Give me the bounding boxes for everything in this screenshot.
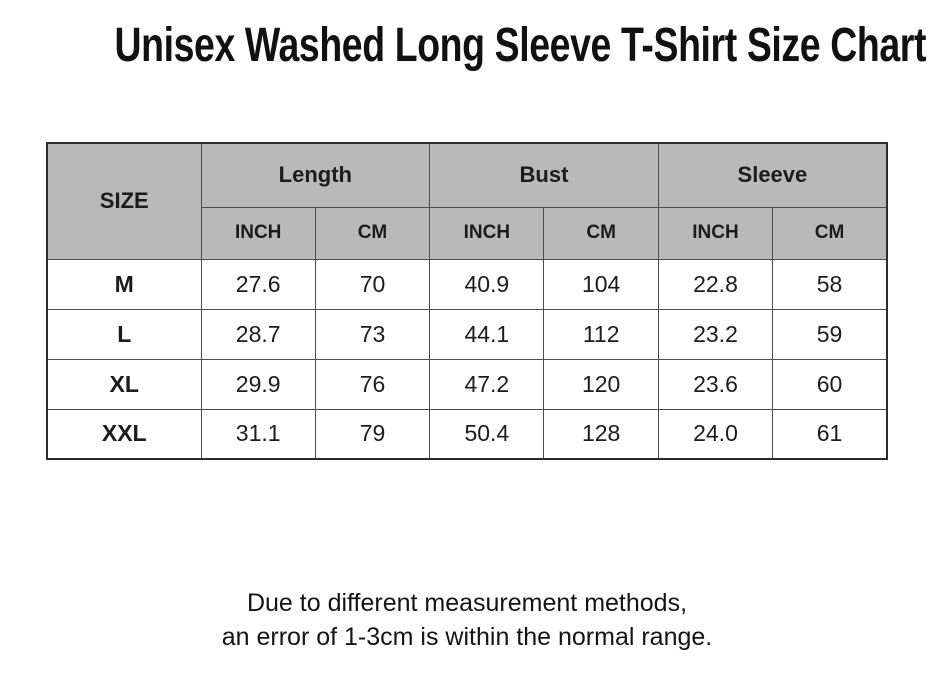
group-header-length: Length <box>200 142 431 208</box>
measurement-cell: 24.0 <box>657 408 774 460</box>
unit-header-sleeve-cm: CM <box>772 206 888 260</box>
measurement-cell: 28.7 <box>200 308 316 360</box>
measurement-cell: 58 <box>772 258 888 310</box>
measurement-cell: 50.4 <box>429 408 545 460</box>
measurement-cell: 23.6 <box>657 358 774 410</box>
measurement-cell: 60 <box>772 358 888 410</box>
measurement-cell: 47.2 <box>429 358 545 410</box>
unit-header-bust-cm: CM <box>543 206 659 260</box>
table-row-m: M 27.6 70 40.9 104 22.8 58 <box>46 258 888 310</box>
table-row-xl: XL 29.9 76 47.2 120 23.6 60 <box>46 358 888 410</box>
footer-note-line2: an error of 1-3cm is within the normal r… <box>221 623 713 651</box>
unit-header-sleeve-inch: INCH <box>657 206 774 260</box>
measurement-cell: 23.2 <box>657 308 774 360</box>
group-header-sleeve: Sleeve <box>657 142 888 208</box>
measurement-cell: 76 <box>314 358 431 410</box>
measurement-cell: 104 <box>543 258 659 310</box>
size-label: L <box>46 308 202 360</box>
measurement-cell: 59 <box>772 308 888 360</box>
measurement-cell: 73 <box>314 308 431 360</box>
unit-header-length-inch: INCH <box>200 206 316 260</box>
page-title-text: Unisex Washed Long Sleeve T-Shirt Size C… <box>114 19 927 72</box>
size-label: XXL <box>46 408 202 460</box>
table-row-xxl: XXL 31.1 79 50.4 128 24.0 61 <box>46 408 888 460</box>
unit-header-row: INCH CM INCH CM INCH CM <box>47 206 888 260</box>
group-header-bust: Bust <box>429 142 659 208</box>
measurement-cell: 40.9 <box>429 258 545 310</box>
footer-note: Due to different measurement methods, an… <box>0 586 934 654</box>
measurement-cell: 44.1 <box>429 308 545 360</box>
measurement-cell: 112 <box>543 308 659 360</box>
unit-header-length-cm: CM <box>314 206 431 260</box>
measurement-cell: 31.1 <box>200 408 316 460</box>
measurement-cell: 61 <box>772 408 888 460</box>
size-chart-table: SIZE Length Bust Sleeve INCH CM INCH CM … <box>46 142 888 460</box>
size-column-header: SIZE <box>46 142 202 260</box>
unit-header-bust-inch: INCH <box>429 206 545 260</box>
measurement-cell: 27.6 <box>200 258 316 310</box>
measurement-cell: 22.8 <box>657 258 774 310</box>
size-label: XL <box>46 358 202 410</box>
measurement-cell: 120 <box>543 358 659 410</box>
size-label: M <box>46 258 202 310</box>
measurement-cell: 128 <box>543 408 659 460</box>
table-row-l: L 28.7 73 44.1 112 23.2 59 <box>46 308 888 360</box>
page-title: Unisex Washed Long Sleeve T-Shirt Size C… <box>0 18 934 74</box>
measurement-cell: 70 <box>314 258 431 310</box>
measurement-cell: 79 <box>314 408 431 460</box>
footer-note-line1: Due to different measurement methods, <box>246 589 688 617</box>
group-header-row: SIZE Length Bust Sleeve <box>46 142 888 260</box>
measurement-cell: 29.9 <box>200 358 316 410</box>
